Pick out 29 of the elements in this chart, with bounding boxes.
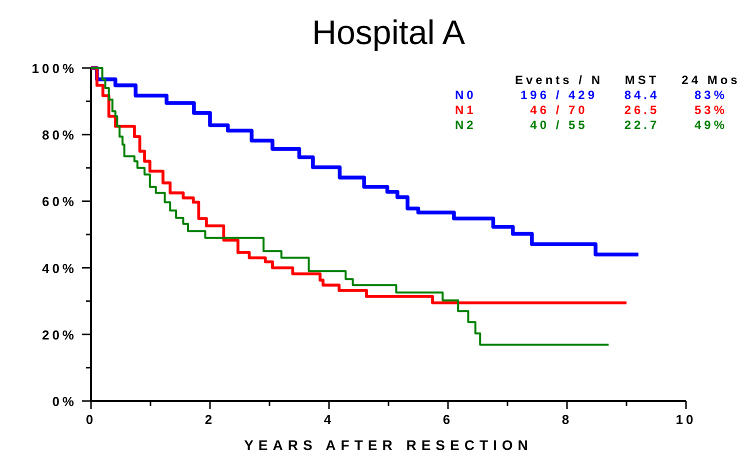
- annotation: 22.7: [624, 118, 660, 132]
- x-tick-label: 0: [86, 412, 96, 427]
- annotation: 24 Mos: [682, 73, 740, 87]
- text: N2: [455, 118, 476, 132]
- text: 53%: [694, 103, 728, 117]
- y-tick-label: 60%: [42, 194, 77, 210]
- text: N0: [455, 88, 476, 102]
- text: 83%: [694, 88, 728, 102]
- x-tick-label: 8: [562, 412, 572, 427]
- x-tick-label: 6: [442, 412, 454, 427]
- x-tick-label: 4: [324, 412, 334, 427]
- text: N1: [455, 103, 476, 117]
- chart-title: Hospital A: [312, 14, 466, 52]
- annotation: MST: [624, 73, 660, 87]
- y-tick-label: 100%: [32, 61, 77, 76]
- y-tick-label: 20%: [42, 327, 77, 342]
- annotation: 40 / 55: [530, 118, 588, 132]
- x-tick-label: 10: [676, 412, 696, 427]
- y-tick-label: 40%: [42, 260, 77, 276]
- annotation: 196 / 429: [520, 88, 598, 102]
- x-axis-title: YEARS AFTER RESECTION: [244, 437, 533, 453]
- y-tick-label: 0%: [52, 394, 77, 409]
- annotation: 46 / 70: [530, 103, 588, 117]
- annotation: Events / N: [514, 73, 604, 87]
- annotation: 84.4: [624, 88, 660, 102]
- text: 49%: [694, 118, 728, 132]
- x-tick-label: 2: [204, 412, 216, 427]
- y-tick-label: 80%: [42, 128, 77, 143]
- annotation: 26.5: [624, 103, 660, 117]
